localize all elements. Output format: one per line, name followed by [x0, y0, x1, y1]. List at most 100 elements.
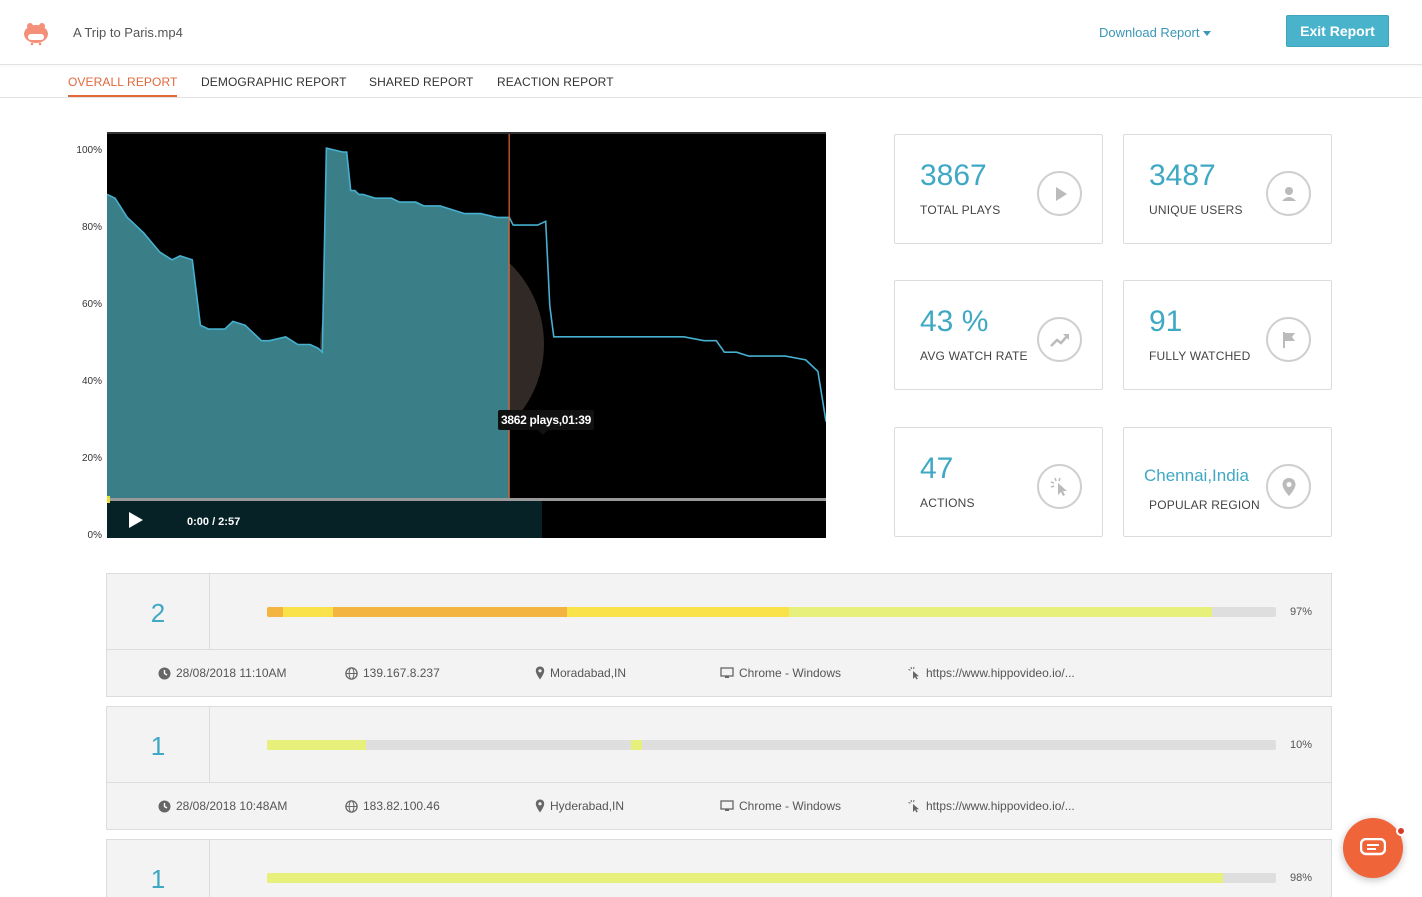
cursor-click-icon: [908, 799, 919, 813]
location-pin-icon: [1266, 464, 1311, 509]
notification-dot: [1396, 826, 1406, 836]
session-location-text: Hyderabad,IN: [550, 799, 625, 813]
watch-segment: [333, 607, 567, 617]
seek-handle[interactable]: [107, 496, 110, 503]
user-icon: [1266, 171, 1311, 216]
stat-label: UNIQUE USERS: [1149, 203, 1243, 217]
session-ip: 139.167.8.237: [345, 666, 440, 680]
y-tick-label: 60%: [81, 299, 102, 310]
engagement-chart: 100% 80% 60% 40% 20% 0% 0:00 / 2:57 3862…: [60, 130, 830, 541]
session-browser-text: Chrome - Windows: [739, 799, 842, 813]
cursor-click-icon: [1037, 464, 1082, 509]
y-tick-label: 100%: [76, 145, 102, 156]
stat-value: Chennai,India: [1144, 466, 1249, 485]
globe-icon: [345, 666, 358, 680]
watch-segment: [267, 873, 1223, 883]
globe-icon: [345, 799, 358, 813]
video-player[interactable]: 0:00 / 2:57 3862 plays,01:39: [107, 132, 826, 538]
time-display: 0:00 / 2:57: [187, 516, 241, 528]
stat-card-actions: 47 ACTIONS: [894, 427, 1103, 537]
tab-shared-report[interactable]: SHARED REPORT: [369, 75, 474, 89]
caret-down-icon: [1203, 31, 1212, 37]
stat-value: 91: [1149, 305, 1183, 338]
download-report-label: Download Report: [1099, 25, 1200, 40]
stat-value: 47: [920, 452, 954, 485]
clock-icon: [158, 800, 171, 812]
hippo-logo-icon[interactable]: [22, 20, 50, 46]
stat-card-total-plays: 3867 TOTAL PLAYS: [894, 134, 1103, 244]
location-pin-icon: [535, 799, 545, 813]
stat-label: ACTIONS: [920, 496, 975, 510]
watch-progress-bar: [267, 873, 1276, 883]
watch-percent: 97%: [1290, 606, 1313, 618]
watch-segment: [631, 740, 642, 750]
y-tick-label: 0%: [87, 530, 102, 541]
stat-card-fully-watched: 91 FULLY WATCHED: [1123, 280, 1332, 390]
chat-widget-button[interactable]: [1343, 818, 1403, 878]
controls-unplayed-bg: [542, 498, 826, 538]
stat-label: POPULAR REGION: [1149, 498, 1260, 512]
cursor-click-icon: [908, 666, 919, 680]
session-ip-text: 139.167.8.237: [363, 666, 440, 680]
session-browser-text: Chrome - Windows: [739, 666, 842, 680]
session-count: 1: [150, 731, 166, 761]
watch-progress-bar: [267, 607, 1276, 617]
seek-bar[interactable]: [107, 498, 826, 501]
controls-played-bg: [107, 498, 542, 538]
session-browser: Chrome - Windows: [720, 666, 841, 680]
play-icon[interactable]: [129, 512, 143, 528]
location-pin-icon: [535, 666, 545, 680]
tab-reaction-report[interactable]: REACTION REPORT: [497, 75, 614, 89]
session-count: 2: [150, 598, 166, 628]
session-row[interactable]: 1 10% 28/08/2018 10:48AM 183.82.100.46 H…: [106, 706, 1332, 830]
chat-bubble-icon: [1360, 838, 1386, 856]
stat-card-popular-region: Chennai,India POPULAR REGION: [1123, 427, 1332, 537]
stat-card-avg-watch-rate: 43 % AVG WATCH RATE: [894, 280, 1103, 390]
video-file-title: A Trip to Paris.mp4: [73, 25, 183, 40]
report-tabs: OVERALL REPORT DEMOGRAPHIC REPORT SHARED…: [0, 65, 1422, 98]
watch-progress-bar: [267, 740, 1276, 750]
flag-icon: [1266, 317, 1311, 362]
session-source[interactable]: https://www.hippovideo.io/...: [908, 799, 1075, 813]
y-tick-label: 20%: [81, 453, 102, 464]
session-source[interactable]: https://www.hippovideo.io/...: [908, 666, 1075, 680]
stat-card-unique-users: 3487 UNIQUE USERS: [1123, 134, 1332, 244]
session-date-text: 28/08/2018 10:48AM: [176, 799, 288, 813]
session-count-cell: 1: [107, 840, 210, 897]
session-date: 28/08/2018 11:10AM: [158, 666, 287, 680]
session-ip: 183.82.100.46: [345, 799, 440, 813]
session-date-text: 28/08/2018 11:10AM: [176, 666, 287, 680]
session-count: 1: [150, 864, 166, 894]
session-source-text: https://www.hippovideo.io/...: [926, 666, 1075, 680]
y-tick-label: 40%: [81, 376, 102, 387]
session-count-cell: 2: [107, 574, 210, 650]
watch-percent: 98%: [1290, 872, 1313, 884]
session-date: 28/08/2018 10:48AM: [158, 799, 287, 813]
stat-label: FULLY WATCHED: [1149, 349, 1251, 363]
stat-label: TOTAL PLAYS: [920, 203, 1001, 217]
session-row[interactable]: 2 97% 28/08/2018 11:10AM 139.167.8.237 M…: [106, 573, 1332, 697]
session-row[interactable]: 1 98%: [106, 839, 1332, 897]
exit-report-button[interactable]: Exit Report: [1286, 15, 1389, 47]
session-count-cell: 1: [107, 707, 210, 783]
session-location-text: Moradabad,IN: [550, 666, 627, 680]
stat-label: AVG WATCH RATE: [920, 349, 1028, 363]
monitor-icon: [720, 667, 734, 678]
session-browser: Chrome - Windows: [720, 799, 841, 813]
stat-value: 43 %: [920, 305, 989, 338]
tab-demographic-report[interactable]: DEMOGRAPHIC REPORT: [201, 75, 347, 89]
play-icon: [1037, 171, 1082, 216]
trend-icon: [1037, 317, 1082, 362]
watch-segment: [567, 607, 789, 617]
session-location: Moradabad,IN: [535, 666, 626, 680]
watch-segment: [283, 607, 333, 617]
stat-value: 3487: [1149, 159, 1216, 192]
tab-overall-report[interactable]: OVERALL REPORT: [68, 75, 178, 97]
watch-segment: [789, 607, 1212, 617]
top-bar: A Trip to Paris.mp4 Download Report Exit…: [0, 0, 1422, 65]
chart-tooltip: 3862 plays,01:39: [498, 410, 594, 435]
session-ip-text: 183.82.100.46: [363, 799, 440, 813]
session-location: Hyderabad,IN: [535, 799, 624, 813]
watch-percent: 10%: [1290, 739, 1313, 751]
download-report-dropdown[interactable]: Download Report: [1099, 25, 1212, 40]
